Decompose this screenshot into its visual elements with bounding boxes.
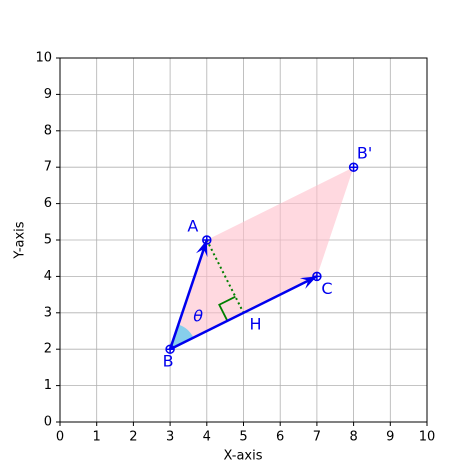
angle-label: θ [193,307,203,326]
y-tick-label: 4 [44,269,52,284]
arrowhead [196,240,208,258]
arrowhead [299,276,317,289]
x-axis-label: X-axis [224,449,263,464]
x-tick-label: 9 [386,430,394,445]
y-tick-label: 5 [44,233,52,248]
y-tick-label: 6 [44,196,52,211]
angle-wedge [170,324,194,350]
point-cross [349,163,358,172]
y-tick-label: 10 [35,51,52,66]
x-tick-label: 2 [129,430,137,445]
x-tick-label: 8 [349,430,357,445]
x-tick-label: 1 [93,430,101,445]
plot-frame [59,57,428,423]
point-cross [166,345,175,354]
point-label: H [249,314,261,333]
y-tick-label: 9 [44,87,52,102]
x-tick-label: 4 [203,430,211,445]
y-tick-label: 0 [44,415,52,430]
y-tick-label: 3 [44,305,52,320]
right-angle-marker [218,295,236,322]
x-tick-label: 6 [276,430,284,445]
y-tick-label: 1 [44,378,52,393]
x-tick-label: 0 [56,430,64,445]
perpendicular [205,239,245,314]
vector [168,239,208,350]
y-tick-label: 8 [44,123,52,138]
y-axis-label: Y-axis [13,221,28,259]
x-tick-label: 3 [166,430,174,445]
x-tick-label: 7 [313,430,321,445]
vector [169,275,318,351]
point-label: A [187,217,198,236]
point-cross [202,236,211,244]
point-label: B' [357,144,372,163]
x-tick-label: 5 [239,430,247,445]
x-tick-label: 10 [419,430,436,445]
y-tick-label: 7 [44,160,52,175]
parallelogram [170,167,354,350]
point-cross [312,272,321,281]
point-label: C [321,279,332,298]
point-label: B [163,352,174,371]
y-tick-label: 2 [44,342,52,357]
